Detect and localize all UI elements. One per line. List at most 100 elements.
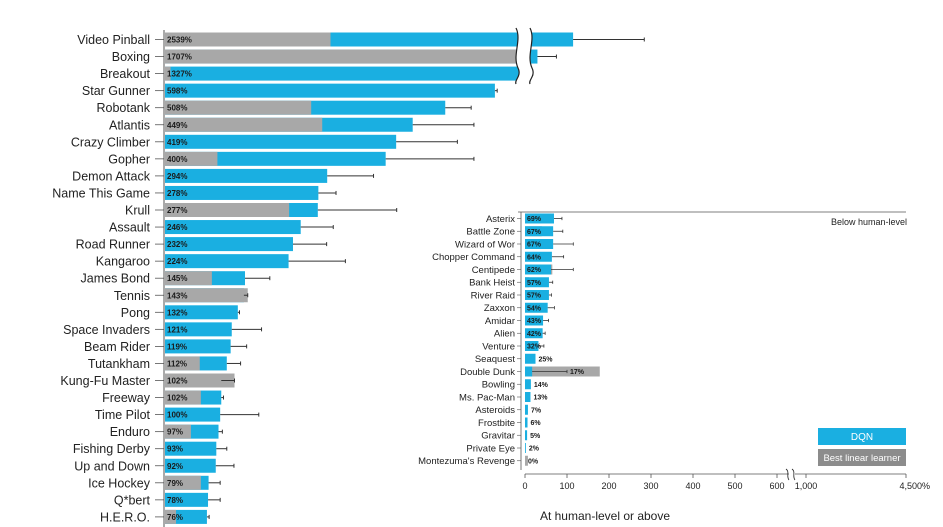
dqn-bar — [165, 185, 319, 200]
linear-bar — [165, 32, 331, 47]
linear-bar — [165, 390, 201, 405]
top-panel: Video Pinball 2539% Boxing 1707% Breakout 132… — [52, 27, 645, 527]
dqn-bar — [525, 379, 531, 390]
score-label: 78% — [167, 496, 183, 505]
game-label: Ice Hockey — [88, 476, 151, 490]
dqn-bar — [525, 430, 528, 441]
game-label: Wizard of Wor — [455, 239, 515, 250]
game-label: Freeway — [102, 391, 151, 405]
score-label: 449% — [167, 121, 187, 130]
score-label: 508% — [167, 104, 187, 113]
score-label: 132% — [167, 308, 187, 317]
score-label: 79% — [167, 479, 183, 488]
linear-bar — [165, 509, 177, 524]
score-label: 62% — [527, 267, 542, 274]
game-label: Alien — [494, 329, 515, 340]
game-label: Seaquest — [475, 354, 516, 365]
score-label: 64% — [527, 254, 542, 261]
x-axis-break — [785, 468, 790, 481]
game-label: Venture — [482, 341, 515, 352]
dqn-bar — [525, 302, 548, 313]
linear-bar — [165, 66, 171, 81]
score-label: 5% — [530, 433, 541, 440]
legend-linear-swatch — [818, 449, 906, 466]
score-label: 6% — [531, 420, 542, 427]
dqn-bar — [165, 254, 289, 269]
dqn-bar — [165, 66, 522, 81]
game-label: Double Dunk — [460, 367, 515, 378]
game-label: Name This Game — [52, 186, 150, 200]
dqn-bar — [525, 353, 536, 364]
bottom-panel: Asterix 69% Battle Zone 67% Wizard of Wor 67%… — [418, 211, 930, 491]
dqn-bar — [165, 339, 231, 354]
score-label: 119% — [167, 342, 187, 351]
score-label: 278% — [167, 189, 187, 198]
legend: DQN Best linear learner — [818, 428, 906, 466]
x-axis-break — [791, 468, 796, 481]
game-label: Time Pilot — [95, 408, 151, 422]
dqn-bar — [525, 315, 544, 326]
game-label: Bowling — [482, 380, 515, 391]
linear-bar — [165, 49, 520, 64]
dqn-bar — [525, 226, 554, 237]
score-label: 143% — [167, 291, 187, 300]
dqn-bar — [525, 251, 552, 262]
score-label: 13% — [533, 395, 548, 402]
score-label: 277% — [167, 206, 187, 215]
dqn-bar — [525, 213, 554, 224]
linear-bar — [525, 455, 528, 466]
game-label: Montezuma's Revenge — [418, 456, 515, 467]
dqn-bar — [165, 322, 232, 337]
score-label: 1707% — [167, 53, 192, 62]
game-label: Enduro — [110, 425, 150, 439]
game-label: Tutankham — [88, 357, 150, 371]
game-label: River Raid — [471, 290, 515, 301]
game-label: Asteroids — [475, 405, 515, 416]
game-label: Asterix — [486, 214, 515, 225]
game-label: Up and Down — [74, 459, 150, 473]
x-axis-title: At human-level or above — [540, 509, 670, 523]
game-label: Fishing Derby — [73, 442, 151, 456]
score-label: 54% — [527, 305, 542, 312]
score-label: 57% — [527, 293, 542, 300]
game-label: Gopher — [108, 152, 150, 166]
game-label: Star Gunner — [82, 84, 150, 98]
dqn-bar — [165, 305, 238, 320]
linear-bar — [165, 356, 200, 371]
game-label: Beam Rider — [84, 340, 150, 354]
game-label: Frostbite — [478, 418, 515, 429]
dqn-bar — [165, 458, 216, 473]
x-tick-label: 500 — [727, 481, 742, 491]
dqn-bar — [525, 443, 526, 453]
game-label: Robotank — [96, 101, 150, 115]
dqn-bar — [525, 277, 549, 288]
linear-bar — [165, 288, 248, 303]
score-label: 121% — [167, 325, 187, 334]
score-label: 145% — [167, 274, 187, 283]
dqn-bar — [165, 151, 386, 166]
game-label: Private Eye — [466, 443, 515, 454]
dqn-bar — [525, 417, 528, 428]
game-label: Battle Zone — [466, 227, 515, 238]
game-label: Breakout — [100, 67, 151, 81]
score-label: 43% — [527, 318, 542, 325]
score-label: 294% — [167, 172, 187, 181]
score-label: 92% — [167, 462, 183, 471]
dqn-bar — [165, 407, 221, 422]
x-tick-label: 4,500% — [899, 481, 930, 491]
score-label: 69% — [527, 216, 542, 223]
score-label: 112% — [167, 359, 187, 368]
linear-bar — [165, 271, 212, 286]
score-label: 7% — [531, 407, 542, 414]
game-label: Centipede — [472, 265, 515, 276]
dqn-bar — [165, 237, 293, 252]
score-label: 100% — [167, 411, 187, 420]
linear-bar — [165, 373, 235, 388]
legend-linear-label: Best linear learner — [823, 453, 900, 464]
score-label: 14% — [534, 382, 549, 389]
dqn-bar — [165, 134, 397, 149]
game-label: Space Invaders — [63, 323, 150, 337]
game-label: Demon Attack — [72, 169, 151, 183]
score-label: 2% — [529, 446, 540, 453]
